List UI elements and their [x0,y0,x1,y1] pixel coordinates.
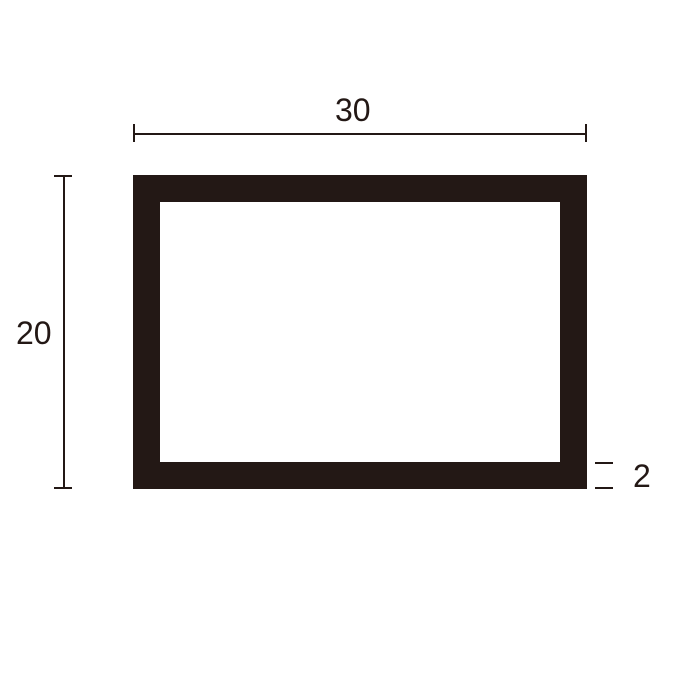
dim-width-tick-right [585,124,587,142]
dim-width-line [133,133,587,135]
diagram-stage: 30 20 2 [0,0,700,700]
dim-thickness-tick-top [595,462,613,464]
dim-thickness-tick-bottom [595,487,613,489]
dim-height-tick-top [54,175,72,177]
dim-width-label: 30 [335,92,371,129]
dim-height-label: 20 [16,315,52,352]
dim-height-line [63,175,65,489]
rhs-cross-section [133,175,587,489]
dim-thickness-label: 2 [633,458,651,495]
dim-width-tick-left [133,124,135,142]
dim-height-tick-bottom [54,487,72,489]
